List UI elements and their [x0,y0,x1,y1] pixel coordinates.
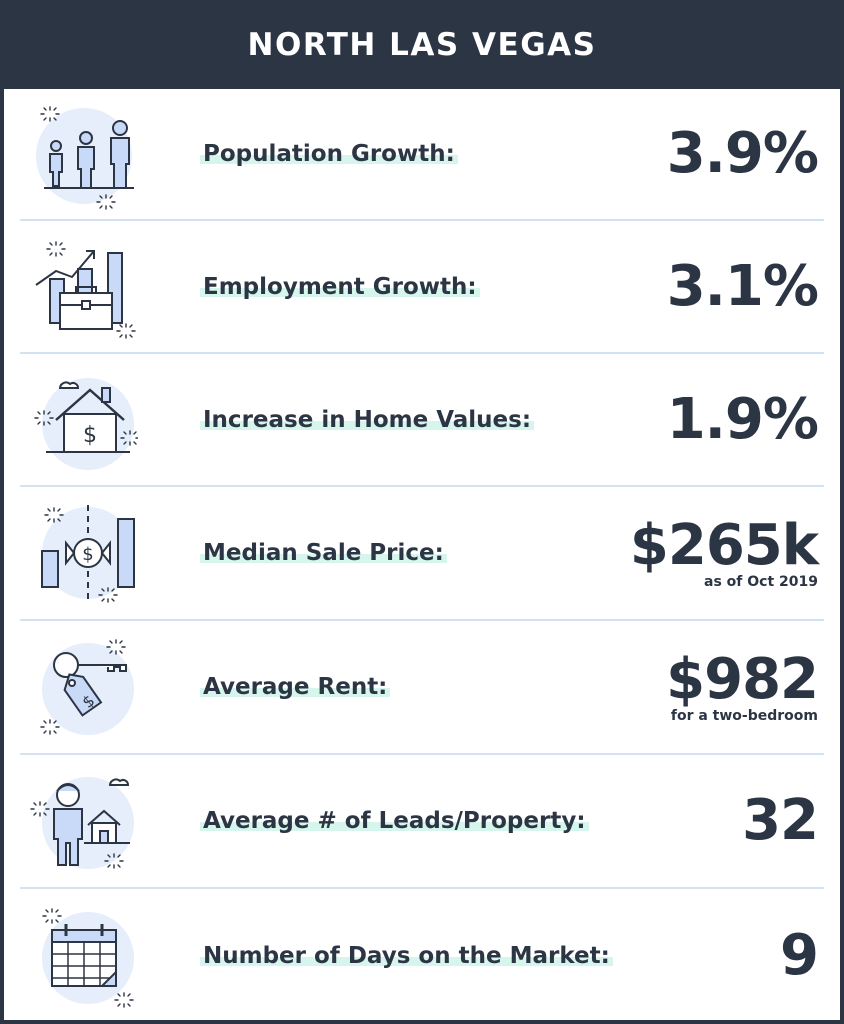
stat-label: Population Growth: [200,142,458,166]
stat-value: 3.9% [666,121,819,186]
page-title: NORTH LAS VEGAS [4,0,840,89]
stat-row-leads: Average # of Leads/Property: 32 [20,755,824,889]
people-icon [26,98,138,210]
calendar-icon [26,900,138,1012]
stat-value: 9 [780,923,819,988]
briefcase-chart-icon [26,231,138,343]
stat-row-home-values: $ Increase in Home Values: 1.9% [20,354,824,487]
stat-value: $265k [629,513,819,578]
stat-value: $982 [666,647,819,712]
svg-text:$: $ [82,544,93,565]
stat-label: Average # of Leads/Property: [200,809,589,833]
stat-label: Median Sale Price: [200,541,447,565]
house-dollar-icon: $ [26,364,138,476]
stat-row-days-on-market: Number of Days on the Market: 9 [20,889,824,1023]
stat-note: for a two-bedroom [670,708,818,724]
stat-note: as of Oct 2019 [704,574,818,590]
stat-row-population: Population Growth: 3.9% [20,89,824,221]
stat-label: Average Rent: [200,675,391,699]
stat-row-average-rent: $ Average Rent: $982 for a two-bedroom [20,621,824,755]
stat-label: Increase in Home Values: [200,407,535,432]
stat-row-employment: Employment Growth: 3.1% [20,221,824,354]
stat-value: 3.1% [666,253,819,319]
svg-text:$: $ [83,423,97,448]
person-house-icon [26,765,138,877]
key-tag-icon: $ [26,631,138,743]
stat-label: Employment Growth: [200,274,480,299]
stat-value: 1.9% [666,386,819,452]
stat-row-median-price: $ Median Sale Price: $265k as of Oct 201… [20,487,824,621]
price-chart-icon: $ [26,497,138,609]
stat-value: 32 [742,788,819,853]
stat-label: Number of Days on the Market: [200,944,613,968]
